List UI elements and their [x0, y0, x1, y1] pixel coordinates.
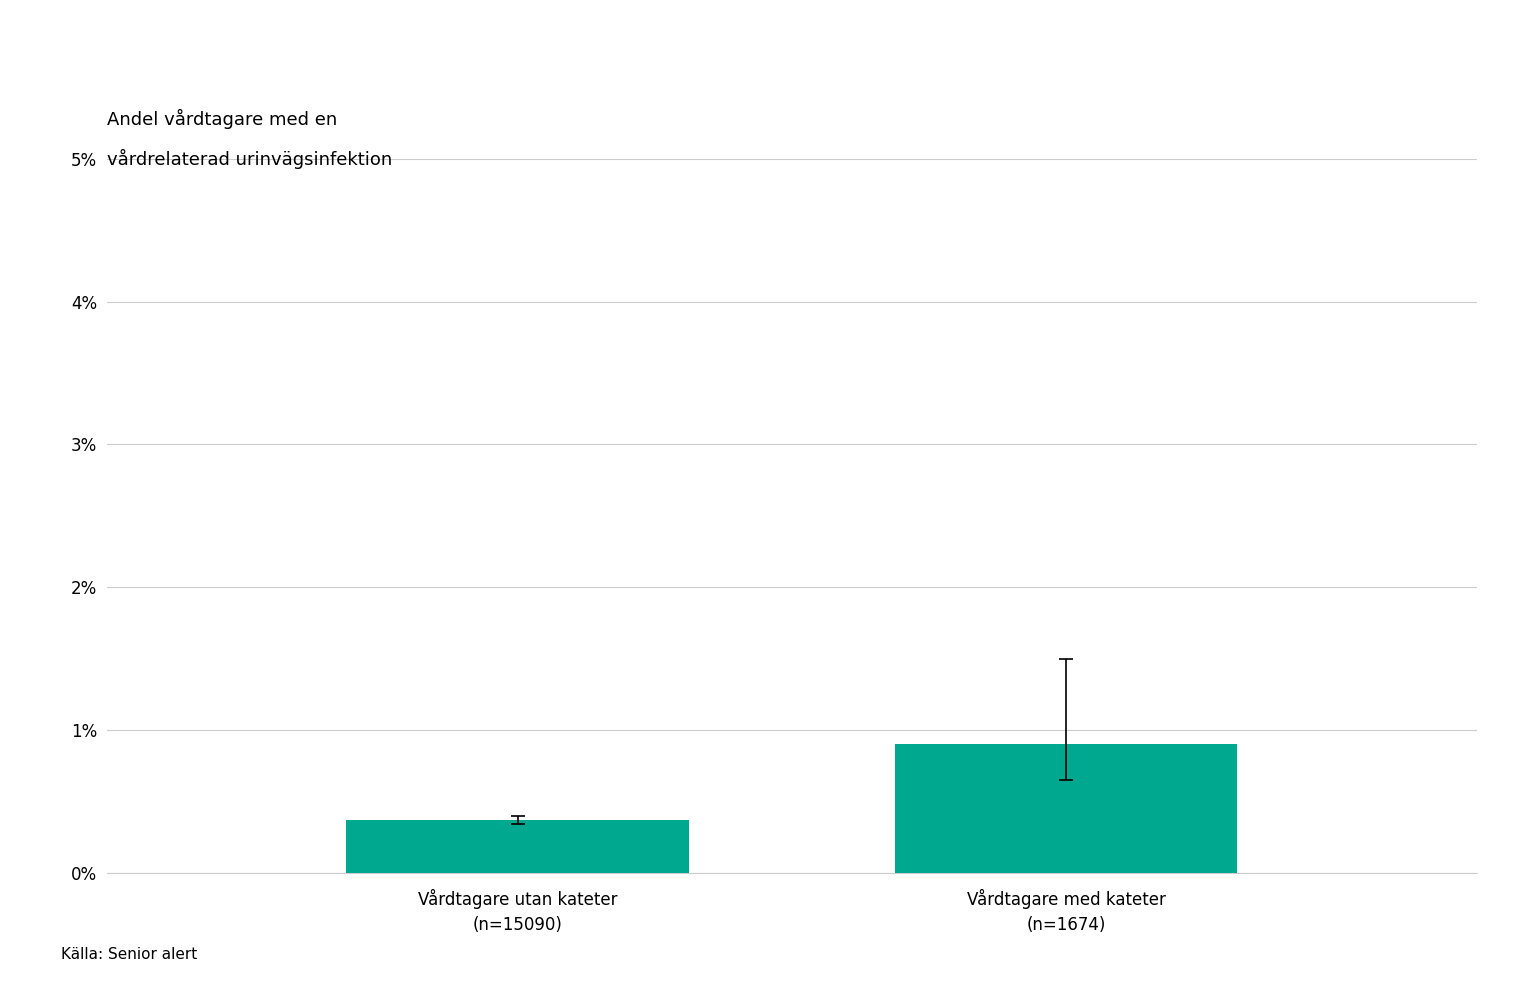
- Text: vårdrelaterad urinvägsinfektion: vårdrelaterad urinvägsinfektion: [107, 149, 391, 169]
- Bar: [346, 820, 688, 873]
- Text: Källa: Senior alert: Källa: Senior alert: [61, 947, 196, 962]
- Bar: [894, 744, 1237, 873]
- Text: Andel vårdtagare med en: Andel vårdtagare med en: [107, 109, 337, 129]
